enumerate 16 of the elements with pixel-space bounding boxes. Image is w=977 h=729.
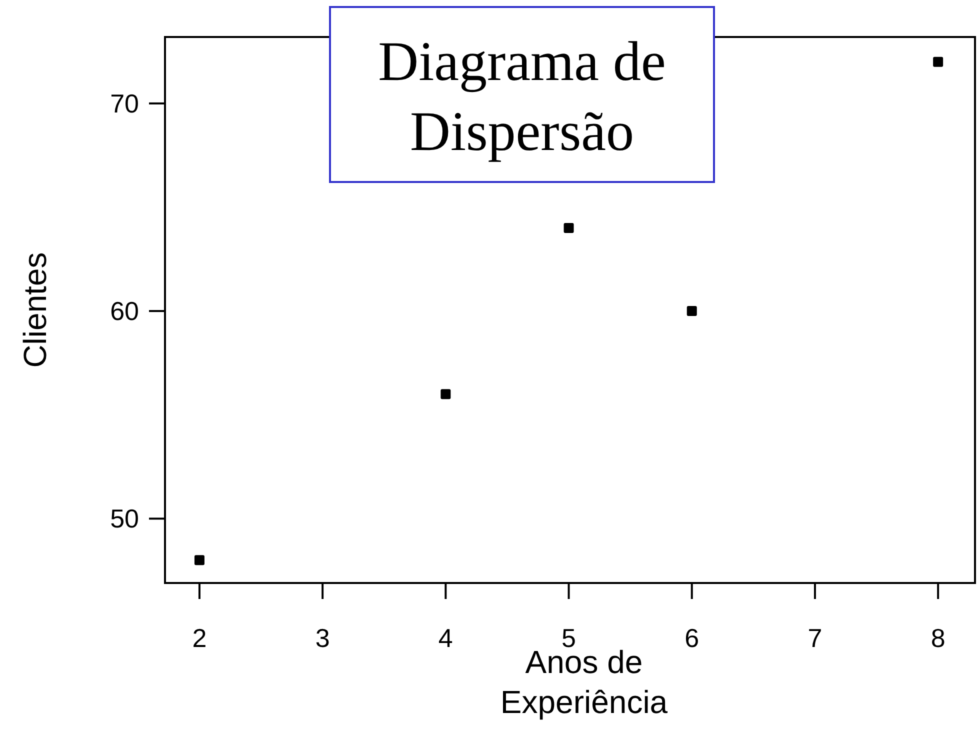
point [564, 222, 574, 233]
y-tick-label: 50 [110, 504, 139, 534]
point [686, 306, 697, 316]
y-tick-label: 70 [110, 88, 139, 118]
point [194, 555, 204, 566]
point [440, 389, 451, 400]
x-tick-label: 8 [930, 623, 946, 653]
y-tick-label: 60 [110, 296, 139, 326]
text: Diagrama de Dispersão [378, 31, 666, 163]
x-tick-label: 7 [808, 623, 822, 653]
x-tick-label: 2 [192, 623, 207, 653]
x-tick-label: 3 [315, 623, 330, 653]
y-axis-title: Clientes [17, 252, 53, 368]
x-tick-label: 4 [438, 623, 453, 653]
x-tick-label: 6 [684, 623, 700, 653]
point [933, 56, 944, 67]
